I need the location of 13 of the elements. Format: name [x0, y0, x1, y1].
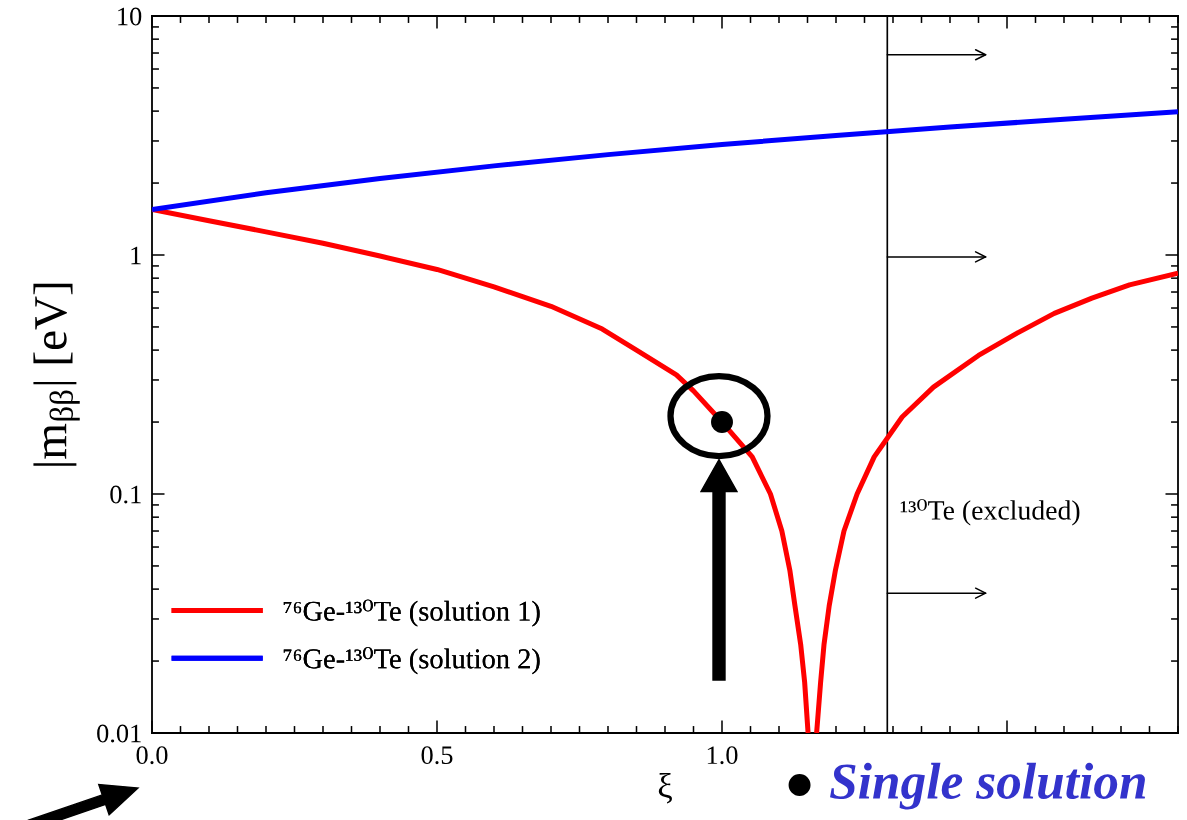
x-tick-label: 0.0	[136, 746, 168, 765]
legend-label: ⁷⁶Ge-¹³⁰Te (solution 1)	[283, 599, 540, 627]
y-tick-label: 10	[118, 7, 142, 26]
y-axis-title: |m$_{ββ}$| [eV]	[33, 283, 80, 466]
x-tick-label: 0.5	[421, 746, 453, 765]
y-tick-label: 0.1	[110, 485, 141, 504]
y-tick-label: 0.01	[97, 724, 141, 743]
legend-label: Single solution	[830, 762, 1146, 810]
legend-label: ⁷⁶Ge-¹³⁰Te (solution 2)	[283, 647, 540, 675]
y-tick-label: 1	[131, 246, 141, 265]
ref-line-label: ¹³⁰Te (excluded)	[900, 498, 1080, 526]
x-axis-title: ξ	[658, 772, 672, 804]
x-tick-label: 1.0	[707, 746, 738, 765]
